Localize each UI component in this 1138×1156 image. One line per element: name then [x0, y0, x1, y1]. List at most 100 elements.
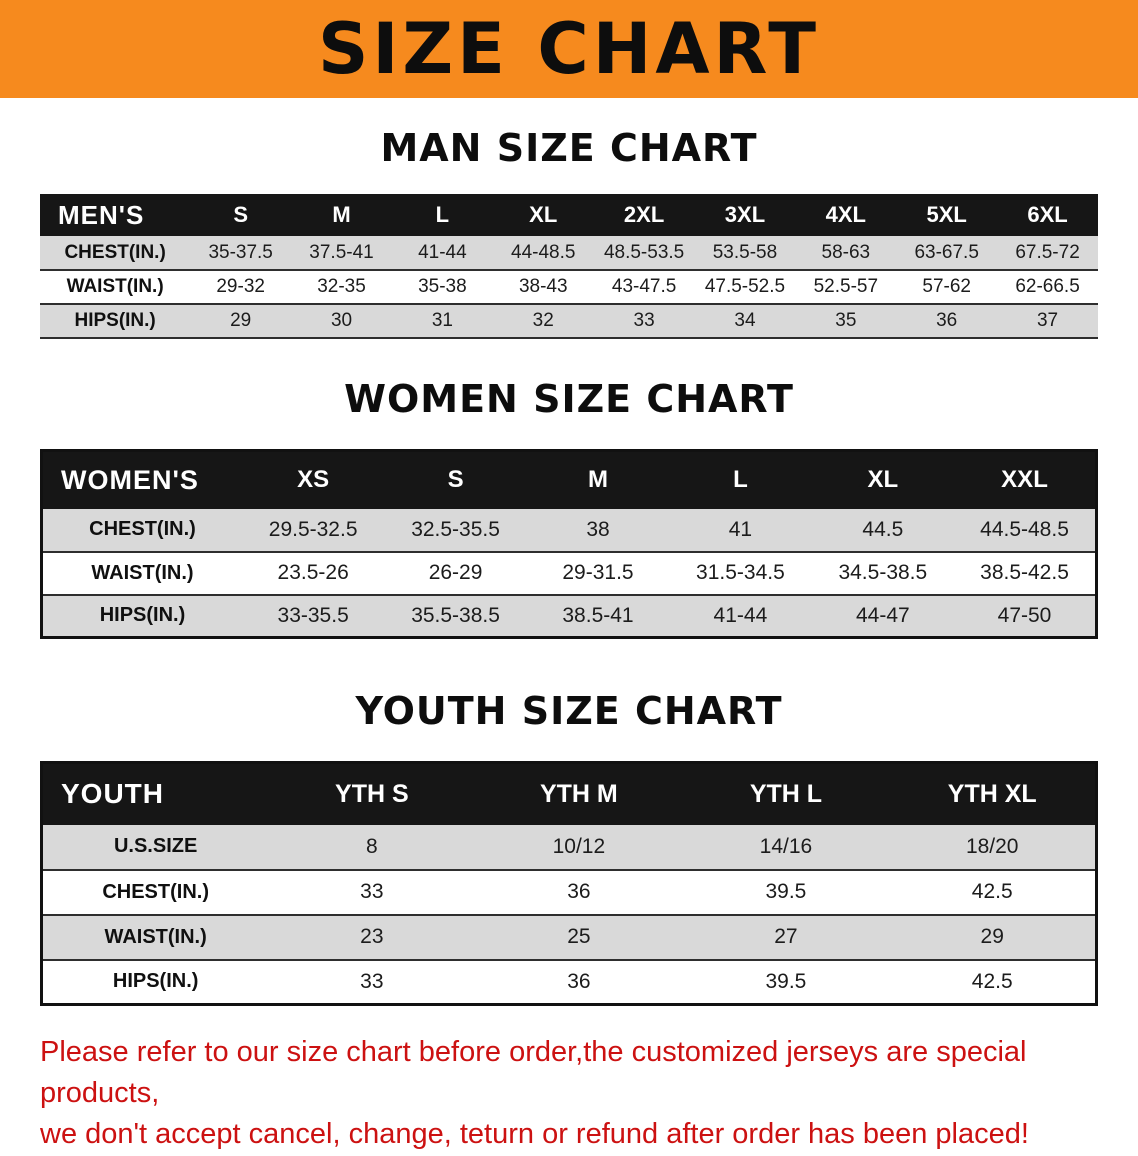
size-value-cell: 38.5-42.5	[980, 561, 1069, 584]
page-title: SIZE CHART	[317, 8, 821, 90]
table-row: WAIST(IN.) 23.5-26 26-29 29-31.5 31.5-34.5 34…	[41, 551, 1097, 595]
column-header: M	[526, 450, 670, 509]
size-value-cell: 35-38	[418, 276, 467, 297]
size-value-cell: 39.5	[765, 969, 807, 993]
size-value-cell: 47.5-52.5	[704, 276, 786, 297]
size-value-cell: 44.5	[862, 517, 904, 541]
size-value-cell: 42.5	[971, 969, 1013, 993]
size-value-cell: 67.5-72	[1015, 241, 1080, 263]
size-value-cell: 23	[360, 925, 384, 948]
size-value-cell: 26-29	[428, 561, 483, 584]
table-corner-label: WOMEN'S	[41, 450, 242, 509]
size-value-cell: 31	[431, 310, 453, 331]
man-section-heading: MAN SIZE CHART	[380, 126, 758, 170]
size-value-cell: 57-62	[922, 276, 971, 297]
man-size-section: MAN SIZE CHART MEN'S S M L XL 2XL 3XL 4XL 5XL 6XL…	[0, 126, 1138, 339]
column-header: XS	[241, 450, 385, 509]
size-value-cell: 44.5-48.5	[980, 517, 1069, 541]
column-header: YTH XL	[889, 762, 1097, 825]
size-value-cell: 38-43	[518, 276, 568, 297]
size-value-cell: 38	[586, 517, 610, 541]
size-value-cell: 33	[360, 880, 384, 903]
column-header: YTH M	[475, 762, 683, 825]
size-value-cell: 30	[330, 310, 353, 331]
table-row: HIPS(IN.) 33 36 39.5 42.5	[41, 959, 1097, 1005]
size-value-cell: 62-66.5	[1015, 276, 1080, 297]
row-label: HIPS(IN.)	[99, 604, 186, 627]
youth-size-table: YOUTH YTH S YTH M YTH L YTH XL U.S.SIZE 8 10/12…	[40, 761, 1098, 1006]
size-value-cell: 10/12	[552, 834, 606, 858]
size-value-cell: 41	[728, 517, 753, 541]
table-corner-label: MEN'S	[40, 194, 191, 236]
youth-size-section: YOUTH SIZE CHART YOUTH YTH S YTH M YTH L YTH…	[0, 689, 1138, 1006]
row-label: CHEST(IN.)	[89, 518, 196, 540]
table-row: WAIST(IN.) 29-32 32-35 35-38 38-43 43-47.5 47.…	[40, 270, 1098, 304]
row-label: WAIST(IN.)	[91, 561, 194, 584]
women-size-section: WOMEN SIZE CHART WOMEN'S XS S M L XL XXL CHEST(…	[0, 377, 1138, 639]
row-label: HIPS(IN.)	[74, 310, 156, 331]
column-header: L	[391, 194, 493, 236]
size-value-cell: 32	[532, 310, 554, 331]
size-value-cell: 36	[936, 310, 958, 331]
size-value-cell: 8	[365, 834, 378, 858]
column-header: L	[669, 450, 812, 509]
size-value-cell: 43-47.5	[611, 276, 677, 297]
column-header: XXL	[954, 450, 1097, 509]
row-label: CHEST(IN.)	[102, 880, 209, 903]
column-header: YTH L	[682, 762, 890, 825]
size-value-cell: 33	[633, 310, 655, 331]
size-value-cell: 14/16	[759, 834, 813, 858]
size-value-cell: 23.5-26	[277, 561, 349, 584]
size-value-cell: 33	[360, 969, 384, 993]
size-value-cell: 44-48.5	[511, 241, 576, 263]
women-section-heading: WOMEN SIZE CHART	[344, 377, 794, 421]
note-line-1: Please refer to our size chart before or…	[40, 1036, 1027, 1110]
youth-section-heading: YOUTH SIZE CHART	[355, 689, 783, 733]
size-value-cell: 48.5-53.5	[603, 241, 685, 263]
column-header: XL	[811, 450, 955, 509]
size-value-cell: 25	[567, 925, 591, 948]
size-value-cell: 29-31.5	[562, 561, 634, 584]
header-row: YOUTH YTH S YTH M YTH L YTH XL	[41, 762, 1097, 825]
banner: SIZE CHART	[0, 0, 1138, 98]
footer-note: Please refer to our size chart before or…	[40, 1032, 1098, 1156]
size-value-cell: 34	[734, 310, 756, 331]
row-label: WAIST(IN.)	[104, 925, 207, 948]
size-value-cell: 29.5-32.5	[268, 517, 358, 541]
size-value-cell: 29	[230, 310, 252, 331]
size-value-cell: 41-44	[713, 603, 768, 627]
size-value-cell: 27	[774, 925, 798, 948]
table-row: CHEST(IN.) 29.5-32.5 32.5-35.5 38 41 44.5 44.5…	[41, 508, 1097, 552]
table-row: U.S.SIZE 8 10/12 14/16 18/20	[41, 824, 1097, 870]
table-row: HIPS(IN.) 29 30 31 32 33 34 35 36 37	[40, 304, 1098, 338]
size-value-cell: 52.5-57	[813, 276, 879, 297]
row-label: CHEST(IN.)	[64, 241, 166, 263]
row-label: WAIST(IN.)	[66, 276, 164, 297]
column-header: S	[384, 450, 527, 509]
table-row: CHEST(IN.) 33 36 39.5 42.5	[41, 869, 1097, 915]
table-row: WAIST(IN.) 23 25 27 29	[41, 914, 1097, 960]
women-size-table: WOMEN'S XS S M L XL XXL CHEST(IN.) 29.5-32.5 32.5…	[40, 449, 1098, 639]
size-value-cell: 53.5-58	[712, 241, 778, 263]
size-value-cell: 37.5-41	[309, 241, 374, 263]
size-value-cell: 38.5-41	[562, 603, 634, 627]
column-header: 6XL	[997, 194, 1098, 236]
column-header: 4XL	[795, 194, 897, 236]
size-value-cell: 63-67.5	[914, 241, 979, 263]
column-header: 2XL	[593, 194, 695, 236]
size-value-cell: 39.5	[765, 880, 807, 903]
column-header: 3XL	[694, 194, 796, 236]
size-value-cell: 31.5-34.5	[696, 561, 785, 584]
column-header: YTH S	[268, 762, 476, 825]
column-header: 5XL	[896, 194, 998, 236]
size-value-cell: 35	[835, 310, 857, 331]
size-value-cell: 44-47	[855, 603, 910, 627]
size-value-cell: 29	[980, 925, 1004, 948]
table-corner-label: YOUTH	[41, 762, 269, 825]
table-row: HIPS(IN.) 33-35.5 35.5-38.5 38.5-41 41-44 44-…	[41, 594, 1097, 638]
header-row: WOMEN'S XS S M L XL XXL	[41, 450, 1097, 509]
column-header: M	[291, 194, 392, 236]
row-label: HIPS(IN.)	[112, 970, 199, 993]
header-row: MEN'S S M L XL 2XL 3XL 4XL 5XL 6XL	[40, 194, 1098, 236]
size-value-cell: 47-50	[997, 603, 1052, 627]
